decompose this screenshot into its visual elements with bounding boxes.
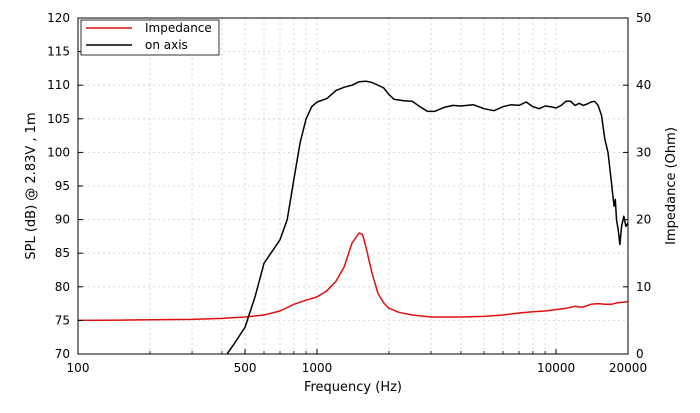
legend: Impedance on axis	[80, 19, 220, 56]
x-tick-label: 10000	[537, 361, 575, 375]
legend-label-on-axis: on axis	[145, 38, 188, 52]
x-axis-title: Frequency (Hz)	[304, 380, 402, 395]
series-line-impedance	[78, 232, 628, 322]
y2-tick-label: 50	[636, 11, 651, 25]
x-tick-label: 100	[67, 361, 90, 375]
y-tick-label: 100	[47, 145, 70, 159]
y-tick-label: 85	[55, 246, 70, 260]
y-tick-label: 115	[47, 45, 70, 59]
x-tick-label: 20000	[609, 361, 647, 375]
y-tick-label: 110	[47, 78, 70, 92]
x-tick-label: 500	[234, 361, 257, 375]
y-tick-label: 95	[55, 179, 70, 193]
legend-label-impedance: Impedance	[145, 21, 212, 35]
y2-tick-label: 0	[636, 347, 644, 361]
y-tick-label: 75	[55, 313, 70, 327]
y-tick-label: 105	[47, 112, 70, 126]
y2-tick-label: 10	[636, 280, 651, 294]
grid	[78, 18, 628, 354]
y2-tick-label: 20	[636, 213, 651, 227]
ticks: 100 500 1000 10000 2000070758085909510010511…	[47, 11, 651, 375]
y-tick-label: 90	[55, 213, 70, 227]
y-tick-label: 70	[55, 347, 70, 361]
y2-tick-label: 30	[636, 145, 651, 159]
legend-box	[80, 19, 220, 56]
y-tick-label: 120	[47, 11, 70, 25]
series-layer	[78, 80, 628, 354]
y2-tick-label: 40	[636, 78, 651, 92]
y-tick-label: 80	[55, 280, 70, 294]
series-line-on-axis	[226, 80, 628, 354]
x-tick-label: 1000	[302, 361, 333, 375]
y2-axis-title: Impedance (Ohm)	[664, 127, 679, 245]
y-axis-title: SPL (dB) @ 2.83V , 1m	[24, 112, 39, 259]
